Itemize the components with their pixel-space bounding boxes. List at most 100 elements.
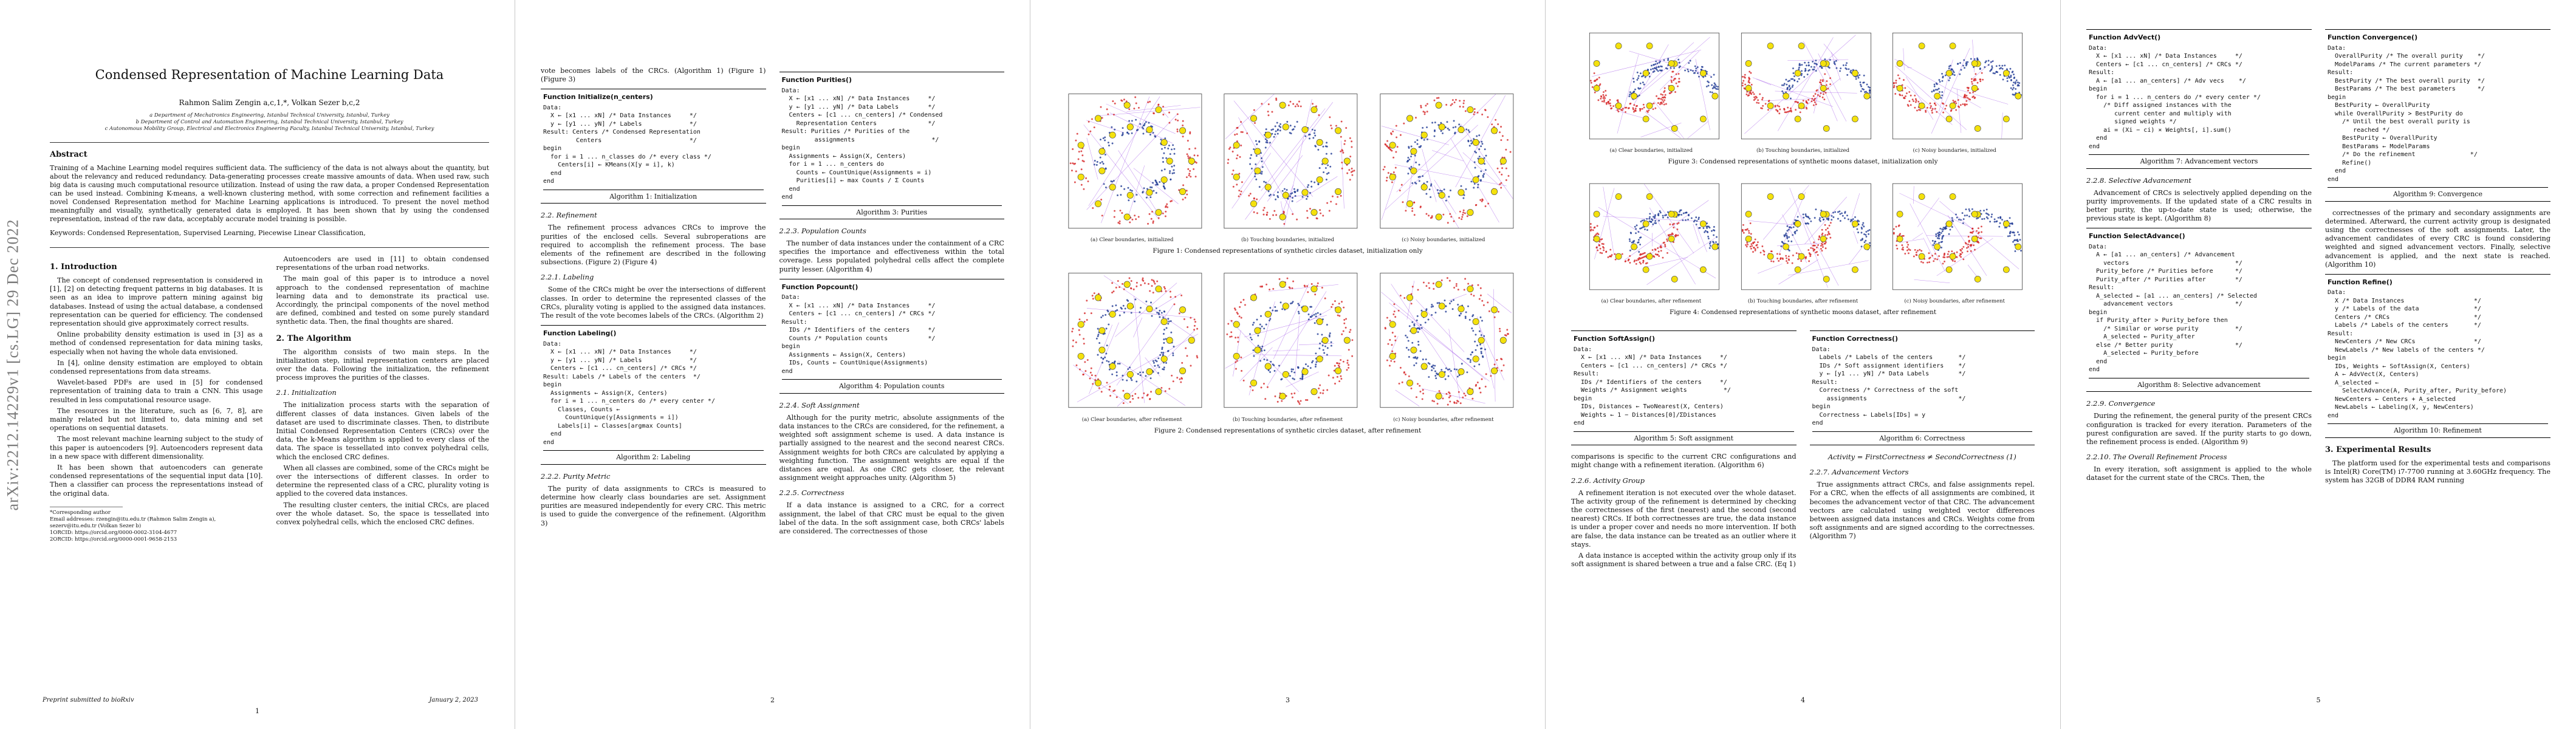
data-point [1478,363,1480,366]
data-point [1811,60,1814,63]
data-point [1335,125,1338,127]
data-point [1604,97,1606,99]
data-point [1603,99,1605,101]
abstract-heading: Abstract [50,150,87,159]
data-point [1091,374,1093,377]
data-point [1967,244,1970,245]
data-point [1256,212,1259,214]
data-point [1257,335,1259,337]
data-point [1664,94,1667,96]
algorithm-line: while OverallPurity > BestPurity do [2328,110,2463,117]
data-point [1323,352,1326,354]
data-point [1078,329,1080,332]
data-point [1351,174,1354,176]
data-point [1600,97,1602,100]
data-point [1632,77,1635,80]
data-point [1343,330,1345,332]
data-point [1422,358,1424,361]
data-point [1470,354,1472,356]
data-point [1307,196,1309,197]
data-point [1317,282,1320,285]
data-point [1408,356,1410,358]
data-point [1419,145,1422,147]
data-point [1083,343,1085,345]
data-point [1860,227,1863,228]
data-point [1938,255,1941,257]
data-point [1804,215,1807,217]
data-point [1476,344,1478,347]
data-point [1632,241,1634,244]
data-point [1298,100,1301,103]
algorithm-line: X ← [x1 ... xN] /* Data Instances */ [1574,354,1727,361]
data-point [1669,223,1671,225]
data-point [1445,310,1447,313]
condensed-center [1863,243,1870,250]
circles-plot [1068,273,1202,408]
data-point [1080,150,1083,152]
figure-panel: (c) Noisy boundaries, after refinement [1368,264,1519,423]
data-point [1152,222,1154,224]
data-point [1484,109,1487,111]
data-point [1087,180,1089,182]
condensed-center [1699,266,1707,273]
data-point [1710,76,1712,78]
data-point [1312,360,1314,363]
data-point [1787,228,1790,231]
data-point [1084,370,1087,372]
data-point [1505,148,1507,151]
data-point [1434,375,1436,377]
data-point [1254,122,1256,124]
data-point [1814,101,1816,103]
cell-boundary [1787,59,1848,61]
data-point [1116,309,1118,312]
condensed-center [1233,173,1241,180]
cell-boundary [1903,48,1905,70]
data-point [1714,83,1716,86]
data-point [1756,241,1759,244]
data-point [1408,375,1410,378]
data-point [1255,140,1258,142]
condensed-center [1782,243,1789,250]
data-point [1314,129,1316,132]
data-point [1667,58,1670,60]
data-point [1265,141,1267,143]
data-point [1081,154,1084,157]
paragraph: Although for the purity metric, absolute… [779,413,1005,482]
data-point [1667,216,1669,219]
data-point [1253,355,1255,357]
algorithm-line: begin [1812,403,1831,411]
data-point [1072,148,1074,150]
data-point [1985,60,1987,63]
data-point [1101,315,1104,317]
data-point [2012,241,2015,243]
cell-boundary [1594,188,1615,259]
data-point [1480,347,1482,350]
plot-frame [1741,183,1871,290]
data-point [1749,222,1752,225]
data-point [1275,130,1277,132]
data-point [1677,58,1680,61]
data-point [1682,212,1685,214]
cell-boundary [1416,299,1464,352]
data-point [1804,67,1806,70]
condensed-center [1699,70,1707,77]
condensed-center [1188,157,1195,165]
data-point [1828,67,1831,69]
condensed-center [1254,148,1261,155]
data-point [1958,219,1961,221]
data-point [2013,87,2015,89]
data-point [1981,231,1983,233]
data-point [1744,74,1746,76]
data-point [1314,293,1317,296]
data-point [1268,103,1270,106]
condensed-center [1410,148,1417,155]
data-point [1646,69,1649,70]
data-point [1597,99,1600,101]
data-point [1678,61,1680,64]
data-point [1895,225,1897,228]
data-point [1254,175,1256,177]
data-point [1327,172,1330,174]
data-point [1673,227,1675,228]
data-point [1436,302,1439,304]
data-point [1653,70,1656,72]
